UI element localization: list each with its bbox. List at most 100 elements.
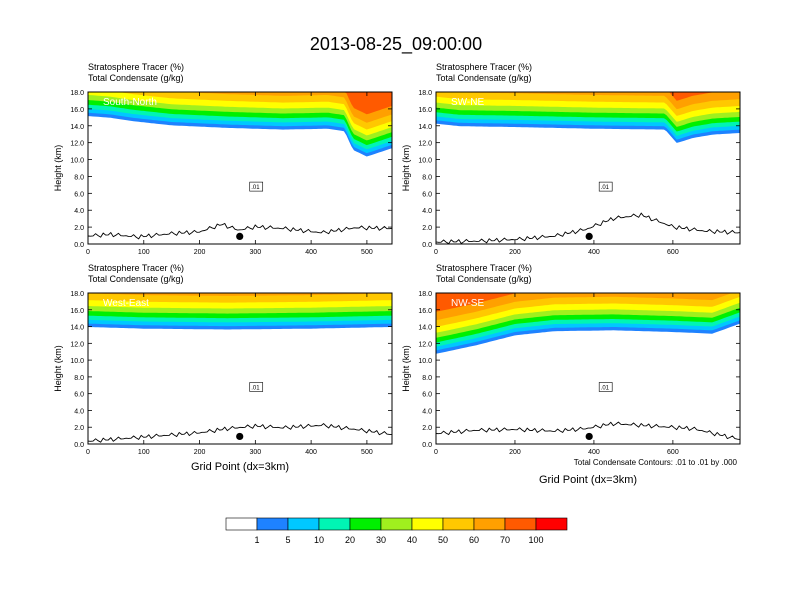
terrain-line: [88, 423, 392, 443]
y-axis-title: Height (km): [53, 145, 63, 192]
tracer-band-3: [88, 293, 392, 296]
plot-frame: [435, 292, 741, 445]
x-tick-label: 100: [138, 449, 150, 456]
panel-nw-se: Stratosphere Tracer (%)Total Condensate …: [401, 263, 741, 456]
location-marker: [236, 232, 244, 240]
contour-label: .01: [251, 185, 260, 191]
contour-label: .01: [251, 385, 260, 391]
y-tick-label: 14.0: [70, 325, 84, 332]
panel-var-line-2: Total Condensate (g/kg): [88, 274, 184, 284]
colorbar-swatch: [318, 517, 351, 531]
x-tick-label: 600: [667, 249, 679, 256]
y-tick-label: 2.0: [74, 425, 84, 432]
y-tick-label: 14.0: [70, 124, 84, 131]
location-marker: [585, 432, 593, 441]
panel-label: SW-NE: [451, 97, 484, 108]
colorbar-swatch: [411, 517, 444, 531]
y-tick-label: 6.0: [422, 191, 432, 198]
x-tick-label: 500: [361, 249, 373, 256]
panels-layer: Stratosphere Tracer (%)Total Condensate …: [53, 62, 741, 456]
tracer-band-4: [88, 92, 392, 130]
contour-label-box: [598, 382, 613, 392]
y-axis-title: Height (km): [53, 345, 63, 392]
x-axis-title-right: Grid Point (dx=3km): [539, 474, 637, 486]
colorbar-swatch: [442, 517, 475, 531]
panel-var-line-1: Stratosphere Tracer (%): [88, 62, 184, 72]
panel-label: South-North: [103, 97, 157, 108]
x-tick-label: 300: [249, 249, 261, 256]
y-tick-label: 16.0: [70, 107, 84, 114]
y-tick-label: 18.0: [418, 291, 432, 298]
y-tick-label: 18.0: [418, 90, 432, 97]
x-tick-label: 0: [434, 449, 438, 456]
y-tick-label: 4.0: [74, 408, 84, 415]
colorbar-label: 20: [345, 535, 355, 545]
y-tick-label: 0.0: [74, 242, 84, 249]
colorbar-swatch: [256, 517, 289, 531]
panel-label: West-East: [103, 298, 149, 309]
y-tick-label: 18.0: [70, 90, 84, 97]
y-tick-label: 12.0: [418, 341, 432, 348]
x-tick-label: 100: [138, 249, 150, 256]
panel-sw-ne: Stratosphere Tracer (%)Total Condensate …: [401, 62, 741, 256]
colorbar: 1 5 10 20 30 40 50 60 70 100: [225, 517, 568, 545]
x-tick-label: 0: [86, 449, 90, 456]
y-tick-label: 6.0: [74, 191, 84, 198]
y-tick-label: 6.0: [422, 392, 432, 399]
x-tick-label: 400: [305, 249, 317, 256]
colorbar-label: 5: [285, 535, 290, 545]
panel-var-line-1: Stratosphere Tracer (%): [436, 263, 532, 273]
tracer-band-2: [88, 92, 392, 115]
x-tick-label: 0: [86, 249, 90, 256]
y-tick-label: 4.0: [422, 208, 432, 215]
y-tick-label: 10.0: [70, 158, 84, 165]
y-tick-label: 10.0: [70, 358, 84, 365]
y-tick-label: 4.0: [422, 408, 432, 415]
x-tick-label: 400: [588, 249, 600, 256]
y-tick-label: 12.0: [70, 141, 84, 148]
y-tick-label: 16.0: [418, 308, 432, 315]
tracer-band-5: [88, 92, 392, 136]
plot-frame: [87, 292, 393, 445]
x-tick-label: 500: [361, 449, 373, 456]
y-tick-label: 14.0: [418, 124, 432, 131]
colorbar-label: 40: [407, 535, 417, 545]
x-tick-label: 600: [667, 449, 679, 456]
contour-label-box: [249, 382, 264, 392]
tracer-band-2: [436, 92, 740, 101]
y-tick-label: 12.0: [418, 141, 432, 148]
y-tick-label: 8.0: [74, 174, 84, 181]
colorbar-swatch: [380, 517, 413, 531]
y-tick-label: 4.0: [74, 208, 84, 215]
colorbar-swatch: [504, 517, 537, 531]
y-axis-title: Height (km): [401, 145, 411, 192]
panel-var-line-1: Stratosphere Tracer (%): [88, 263, 184, 273]
x-tick-label: 0: [434, 249, 438, 256]
x-tick-label: 300: [249, 449, 261, 456]
plot-frame: [87, 91, 393, 245]
location-marker: [236, 432, 244, 441]
terrain-line: [436, 212, 740, 244]
terrain-line: [436, 421, 740, 440]
y-tick-label: 14.0: [418, 325, 432, 332]
x-tick-label: 400: [305, 449, 317, 456]
panel-var-line-2: Total Condensate (g/kg): [88, 73, 184, 83]
tracer-band-4: [88, 293, 392, 303]
colorbar-swatch: [473, 517, 506, 531]
contour-label: .01: [601, 185, 610, 191]
contour-label-box: [249, 181, 264, 192]
colorbar-swatch: [535, 517, 568, 531]
x-tick-label: 400: [588, 449, 600, 456]
contour-label-box: [598, 181, 613, 192]
y-tick-label: 2.0: [74, 225, 84, 232]
x-tick-label: 200: [509, 449, 521, 456]
x-tick-label: 200: [194, 449, 206, 456]
x-tick-label: 200: [509, 249, 521, 256]
colorbar-swatch: [225, 517, 258, 531]
y-tick-label: 10.0: [418, 358, 432, 365]
location-marker: [585, 232, 593, 240]
colorbar-label: 100: [528, 535, 543, 545]
terrain-line: [88, 222, 392, 240]
y-tick-label: 0.0: [74, 442, 84, 449]
y-tick-label: 18.0: [70, 291, 84, 298]
